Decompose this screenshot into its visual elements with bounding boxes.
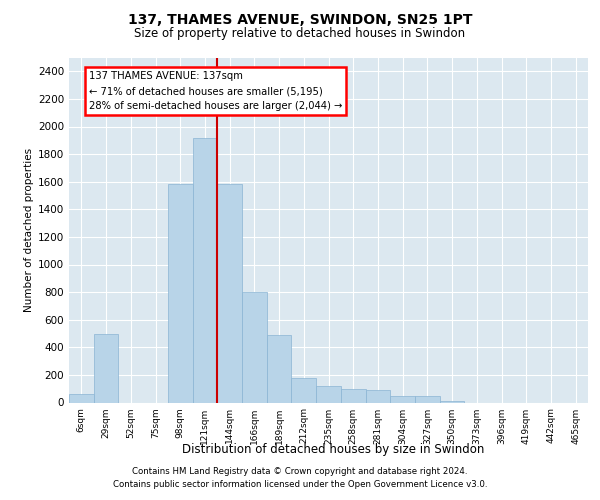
Text: 137 THAMES AVENUE: 137sqm
← 71% of detached houses are smaller (5,195)
28% of se: 137 THAMES AVENUE: 137sqm ← 71% of detac… — [89, 72, 342, 111]
Bar — [193, 138, 217, 402]
Text: Contains HM Land Registry data © Crown copyright and database right 2024.: Contains HM Land Registry data © Crown c… — [132, 467, 468, 476]
Text: Distribution of detached houses by size in Swindon: Distribution of detached houses by size … — [182, 442, 484, 456]
Bar — [267, 335, 292, 402]
Bar — [365, 390, 390, 402]
Bar — [292, 378, 316, 402]
Y-axis label: Number of detached properties: Number of detached properties — [24, 148, 34, 312]
Bar — [69, 394, 94, 402]
Text: Contains public sector information licensed under the Open Government Licence v3: Contains public sector information licen… — [113, 480, 487, 489]
Bar — [440, 401, 464, 402]
Bar — [168, 184, 193, 402]
Bar — [217, 184, 242, 402]
Text: 137, THAMES AVENUE, SWINDON, SN25 1PT: 137, THAMES AVENUE, SWINDON, SN25 1PT — [128, 12, 472, 26]
Bar — [316, 386, 341, 402]
Bar — [341, 388, 365, 402]
Bar — [415, 396, 440, 402]
Text: Size of property relative to detached houses in Swindon: Size of property relative to detached ho… — [134, 28, 466, 40]
Bar — [94, 334, 118, 402]
Bar — [390, 396, 415, 402]
Bar — [242, 292, 267, 403]
